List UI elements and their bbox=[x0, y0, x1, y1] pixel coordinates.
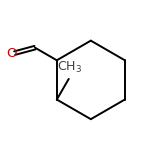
Text: O: O bbox=[6, 47, 17, 60]
Text: CH$_3$: CH$_3$ bbox=[57, 60, 82, 75]
